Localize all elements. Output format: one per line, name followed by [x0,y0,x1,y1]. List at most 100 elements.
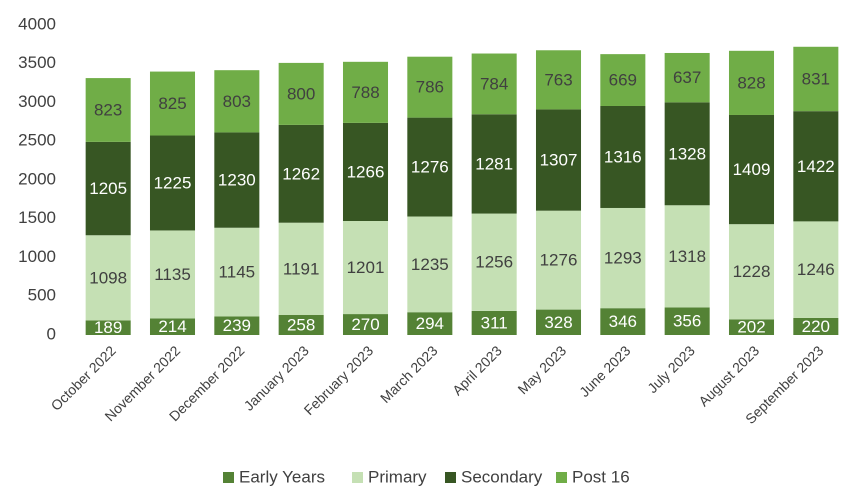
bar-segment [664,307,710,335]
value-label: 1409 [733,160,771,179]
value-label: 803 [223,92,251,111]
bar-segment [342,122,389,221]
value-label: 220 [802,317,830,336]
value-label: 1262 [282,164,320,183]
x-tick-label: October 2022 [48,342,119,413]
y-tick-label: 3500 [18,53,56,72]
value-label: 1293 [604,249,642,268]
bar-segment [149,230,196,319]
value-label: 1230 [218,171,256,190]
value-label: 1205 [89,179,127,198]
bar-segment [535,309,582,335]
bar-segment [600,105,646,208]
bar-segment [149,71,196,136]
bar-segment [407,216,453,313]
value-label: 258 [287,315,315,334]
legend-swatch [445,472,456,483]
bar-segment [535,109,582,211]
bar-segment [214,227,260,317]
value-label: 1318 [668,247,706,266]
bar-segment [600,54,646,106]
value-label: 1328 [668,144,706,163]
bar-segment [728,319,775,335]
y-tick-label: 1000 [18,247,56,266]
bar-segment [728,50,775,115]
value-label: 637 [673,68,701,87]
bar-segment [149,135,196,231]
bar-segment [278,222,324,316]
value-label: 1201 [347,258,385,277]
value-label: 1246 [797,260,835,279]
value-label: 328 [544,313,572,332]
value-label: 825 [158,94,186,113]
bar-segment [793,46,839,112]
legend-swatch [223,472,234,483]
bar-segment [407,117,453,217]
bar-segment [793,111,839,222]
value-label: 294 [416,314,444,333]
legend-label: Primary [368,467,427,486]
value-label: 823 [94,100,122,119]
value-label: 189 [94,318,122,337]
value-label: 1276 [540,251,578,270]
value-label: 1281 [475,154,513,173]
x-tick-label: May 2023 [514,342,569,397]
value-label: 356 [673,312,701,331]
value-label: 669 [609,71,637,90]
value-label: 1098 [89,268,127,287]
x-tick-label: August 2023 [695,342,762,409]
y-tick-label: 4000 [18,14,56,33]
value-label: 1235 [411,255,449,274]
value-label: 831 [802,69,830,88]
value-label: 311 [481,313,508,332]
bar-segment [407,56,453,118]
bar-segment [214,316,260,335]
y-tick-label: 0 [47,324,56,343]
bar-segment [793,317,839,335]
bar-segment [149,318,196,335]
bar-segment [664,205,710,308]
value-label: 1225 [154,173,192,192]
bar-segment [407,312,453,335]
value-label: 828 [737,73,765,92]
value-label: 202 [737,318,765,337]
value-label: 1191 [283,259,320,278]
value-label: 788 [351,83,379,102]
bar-segment [342,61,389,123]
y-tick-label: 2000 [18,169,56,188]
legend-label: Early Years [239,467,325,486]
value-label: 800 [287,84,315,103]
legend-label: Secondary [461,467,543,486]
bar-segment [214,70,260,133]
legend-label: Post 16 [572,467,630,486]
bar-segment [600,308,646,335]
value-label: 1228 [733,262,771,281]
bar-segment [214,132,260,228]
y-tick-label: 3000 [18,92,56,111]
bar-segment [535,210,582,310]
bar-segment [342,220,389,315]
bar-segment [471,114,517,214]
bar-segment [664,102,710,206]
bar-segment [471,53,517,115]
y-tick-label: 2500 [18,131,56,150]
bar-segment [278,315,324,335]
value-label: 239 [223,316,251,335]
bar-segment [85,320,131,335]
value-label: 763 [544,70,572,89]
value-label: 1316 [604,147,642,166]
value-label: 1276 [411,158,449,177]
bar-segment [278,62,324,125]
value-label: 1135 [154,265,191,284]
bar-segment [728,224,775,320]
x-tick-label: July 2023 [644,342,698,396]
value-label: 1145 [219,263,256,282]
x-tick-label: April 2023 [449,342,505,398]
bar-segment [728,114,775,225]
bar-segment [471,310,517,335]
y-tick-label: 500 [28,286,56,305]
legend-swatch [556,472,567,483]
bar-segment [85,141,131,236]
legend-swatch [352,472,363,483]
